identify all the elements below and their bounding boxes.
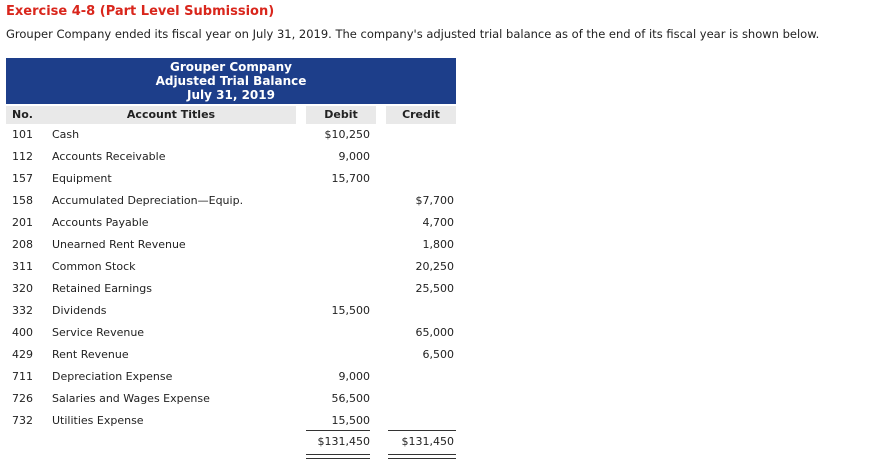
- account-number: 158: [12, 194, 33, 207]
- account-number: 201: [12, 216, 33, 229]
- table-row: 158 Accumulated Depreciation—Equip. $7,700: [6, 190, 456, 212]
- account-number: 112: [12, 150, 33, 163]
- account-title: Utilities Expense: [52, 414, 144, 427]
- credit-amount: 65,000: [415, 326, 455, 339]
- column-header-credit: Credit: [386, 106, 456, 124]
- account-title: Equipment: [52, 172, 112, 185]
- credit-amount: 25,500: [415, 282, 455, 295]
- column-header-no: No.: [6, 106, 46, 124]
- table-row: 201 Accounts Payable 4,700: [6, 212, 456, 234]
- account-number: 320: [12, 282, 33, 295]
- debit-amount: 15,700: [331, 172, 371, 185]
- account-number: 208: [12, 238, 33, 251]
- account-number: 400: [12, 326, 33, 339]
- exercise-title: Exercise 4-8 (Part Level Submission): [6, 4, 275, 19]
- debit-double-underline: [306, 454, 370, 459]
- debit-amount: 56,500: [331, 392, 371, 405]
- table-row: 332 Dividends 15,500: [6, 300, 456, 322]
- credit-amount: 1,800: [422, 238, 455, 251]
- account-title: Depreciation Expense: [52, 370, 173, 383]
- table-row: 429 Rent Revenue 6,500: [6, 344, 456, 366]
- account-number: 157: [12, 172, 33, 185]
- column-header-debit: Debit: [306, 106, 376, 124]
- account-title: Accounts Receivable: [52, 150, 166, 163]
- table-row: 157 Equipment 15,700: [6, 168, 456, 190]
- account-number: 429: [12, 348, 33, 361]
- account-title: Accumulated Depreciation—Equip.: [52, 194, 244, 207]
- account-title: Unearned Rent Revenue: [52, 238, 186, 251]
- company-name: Grouper Company: [170, 60, 292, 74]
- account-number: 732: [12, 414, 33, 427]
- debit-total-rule: [306, 430, 370, 431]
- table-row: 112 Accounts Receivable 9,000: [6, 146, 456, 168]
- column-spacer: [296, 106, 306, 124]
- account-title: Common Stock: [52, 260, 136, 273]
- account-title: Retained Earnings: [52, 282, 152, 295]
- table-row: 726 Salaries and Wages Expense 56,500: [6, 388, 456, 410]
- debit-amount: 9,000: [338, 370, 371, 383]
- credit-amount: 4,700: [422, 216, 455, 229]
- column-spacer: [376, 106, 386, 124]
- account-number: 101: [12, 128, 33, 141]
- debit-total: $131,450: [317, 435, 371, 448]
- table-row: 101 Cash $10,250: [6, 124, 456, 146]
- account-title: Service Revenue: [52, 326, 145, 339]
- table-row: 400 Service Revenue 65,000: [6, 322, 456, 344]
- table-row: 311 Common Stock 20,250: [6, 256, 456, 278]
- totals-row: $131,450 $131,450: [6, 431, 456, 453]
- exercise-intro: Grouper Company ended its fiscal year on…: [6, 27, 820, 41]
- credit-amount: 20,250: [415, 260, 455, 273]
- table-row: 732 Utilities Expense 15,500: [6, 410, 456, 432]
- credit-amount: 6,500: [422, 348, 455, 361]
- table-row: 711 Depreciation Expense 9,000: [6, 366, 456, 388]
- debit-amount: $10,250: [324, 128, 371, 141]
- credit-total-rule: [388, 430, 456, 431]
- debit-amount: 15,500: [331, 304, 371, 317]
- statement-name: Adjusted Trial Balance: [155, 74, 307, 88]
- account-title: Dividends: [52, 304, 107, 317]
- account-title: Rent Revenue: [52, 348, 129, 361]
- table-row: 320 Retained Earnings 25,500: [6, 278, 456, 300]
- debit-amount: 9,000: [338, 150, 371, 163]
- statement-date: July 31, 2019: [187, 88, 275, 102]
- account-number: 711: [12, 370, 33, 383]
- credit-total: $131,450: [401, 435, 455, 448]
- column-header-account-titles: Account Titles: [46, 106, 296, 124]
- credit-amount: $7,700: [415, 194, 455, 207]
- account-title: Accounts Payable: [52, 216, 149, 229]
- table-row: 208 Unearned Rent Revenue 1,800: [6, 234, 456, 256]
- account-title: Salaries and Wages Expense: [52, 392, 210, 405]
- account-number: 332: [12, 304, 33, 317]
- trial-balance-rows: 101 Cash $10,250 112 Accounts Receivable 9,00…: [6, 124, 456, 432]
- debit-amount: 15,500: [331, 414, 371, 427]
- account-number: 311: [12, 260, 33, 273]
- credit-double-underline: [388, 454, 456, 459]
- account-title: Cash: [52, 128, 80, 141]
- account-number: 726: [12, 392, 33, 405]
- trial-balance-header: Grouper Company Adjusted Trial Balance J…: [6, 58, 456, 104]
